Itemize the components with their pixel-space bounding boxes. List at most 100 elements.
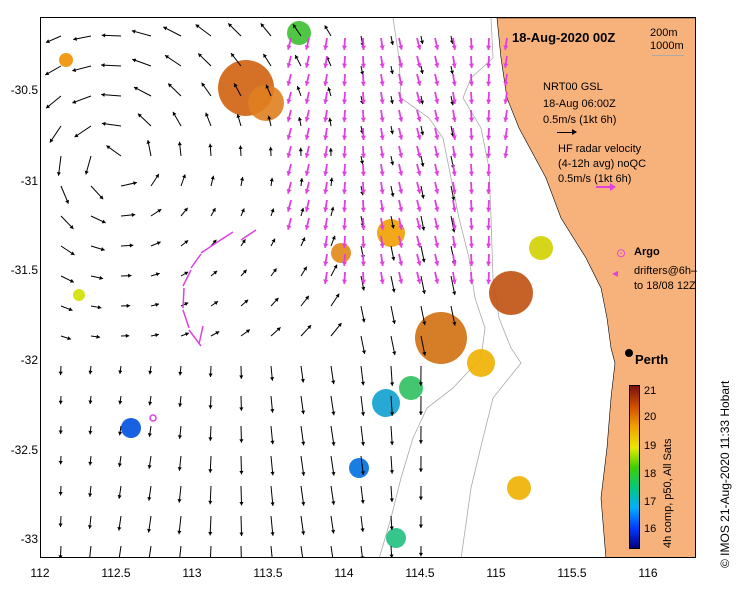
- gsl-arrow-head: [420, 162, 425, 167]
- sst-patch: [415, 312, 467, 364]
- gsl-legend-line2: 18-Aug 06:00Z: [543, 98, 616, 110]
- gsl-arrow-head: [301, 531, 306, 535]
- gsl-arrow-head: [330, 206, 335, 211]
- gsl-arrow-head: [58, 523, 63, 527]
- sst-patch: [386, 528, 406, 548]
- gsl-arrow-head: [305, 295, 309, 300]
- hf-arrow-head: [398, 242, 404, 248]
- gsl-arrow-head: [420, 194, 425, 199]
- gsl-arrow-head: [46, 104, 51, 109]
- hf-arrow-head: [379, 153, 385, 158]
- gsl-arrow-head: [133, 181, 137, 186]
- gsl-arrow-head: [213, 270, 218, 275]
- hf-scale-arrow: [596, 183, 616, 191]
- hf-arrow-head: [360, 99, 366, 104]
- hf-arrow-head: [360, 189, 366, 194]
- hf-arrow-head: [304, 224, 310, 230]
- hf-legend-line1: HF radar velocity: [558, 143, 642, 155]
- gsl-arrow-head: [390, 41, 395, 45]
- gsl-arrow-head: [268, 146, 273, 151]
- hf-arrow-head: [434, 134, 440, 140]
- drifter-legend-line2: to 18/08 12Z: [634, 280, 696, 292]
- gsl-arrow-head: [228, 23, 233, 28]
- gsl-arrow-head: [214, 301, 219, 305]
- gsl-arrow-head: [449, 70, 455, 75]
- hf-arrow-head: [503, 99, 509, 104]
- hf-arrow-head: [379, 45, 385, 50]
- gsl-arrow-head: [239, 375, 244, 379]
- hf-arrow-head: [486, 45, 492, 50]
- gsl-arrow-head: [301, 501, 306, 506]
- gsl-arrow-head: [148, 370, 153, 375]
- hf-arrow-head: [341, 171, 348, 176]
- gsl-arrow-head: [331, 442, 336, 446]
- gsl-arrow-head: [329, 177, 334, 182]
- gsl-arrow-head: [146, 140, 151, 144]
- x-tick: 113: [182, 566, 202, 580]
- gsl-arrow-head: [260, 23, 265, 28]
- gsl-arrow-head: [69, 225, 74, 229]
- gsl-arrow-head: [147, 465, 152, 469]
- map-canvas: [44, 18, 695, 557]
- drifter-track: [182, 229, 257, 347]
- hf-arrow-head: [451, 81, 457, 86]
- gsl-arrow-head: [101, 121, 106, 126]
- gsl-arrow-head: [241, 239, 246, 244]
- hf-arrow-head: [434, 62, 440, 68]
- hf-arrow-head: [286, 98, 292, 104]
- hf-arrow-head: [304, 206, 310, 212]
- colorbar-tick: 21: [644, 385, 657, 397]
- hf-arrow-head: [451, 117, 457, 122]
- gsl-arrow-head: [240, 177, 245, 181]
- hf-arrow-head: [416, 44, 422, 50]
- gsl-arrow-head: [452, 321, 457, 326]
- colorbar-tick: 20: [644, 411, 657, 423]
- gsl-arrow-head: [418, 552, 424, 557]
- hf-arrow-head: [286, 170, 292, 176]
- y-tick: -30.5: [10, 83, 38, 97]
- gsl-arrow-head: [208, 373, 213, 377]
- credit-text: © IMOS 21-Aug-2020 11:33 Hobart: [718, 380, 732, 568]
- gsl-arrow-head: [210, 175, 215, 180]
- gsl-arrow-head: [389, 441, 395, 446]
- colorbar-tick: 17: [644, 496, 657, 508]
- gsl-arrow-head: [177, 435, 183, 439]
- gsl-arrow-head: [184, 332, 189, 337]
- gsl-arrow: [300, 545, 304, 557]
- hf-arrow-head: [304, 44, 310, 50]
- gsl-arrow-head: [184, 302, 189, 306]
- gsl-arrow: [179, 545, 182, 557]
- temperature-colorbar: [629, 385, 640, 549]
- gsl-arrow-head: [360, 499, 365, 504]
- gsl-arrow-head: [297, 117, 302, 121]
- hf-arrow-head: [468, 207, 475, 212]
- gsl-arrow: [360, 545, 363, 557]
- x-tick: 116: [638, 566, 658, 580]
- depth-legend-line: [652, 55, 684, 56]
- hf-radar-arrows: [286, 37, 509, 285]
- gsl-arrow-head: [292, 24, 297, 29]
- hf-arrow-head: [416, 134, 422, 140]
- hf-arrow-head: [304, 80, 310, 86]
- hf-arrow-head: [304, 170, 310, 176]
- gsl-arrow-head: [307, 325, 312, 330]
- hf-arrow-head: [468, 153, 475, 158]
- gsl-arrow-head: [270, 208, 275, 213]
- hf-arrow-head: [416, 80, 422, 86]
- hf-arrow-head: [416, 278, 422, 284]
- hf-arrow-head: [434, 206, 440, 212]
- gsl-arrow-head: [391, 288, 396, 293]
- gsl-arrow-head: [361, 350, 366, 354]
- hf-arrow-head: [416, 224, 422, 230]
- hf-arrow-head: [451, 243, 457, 248]
- hf-arrow-head: [379, 189, 385, 194]
- hf-arrow-head: [323, 81, 329, 86]
- hf-arrow-head: [323, 117, 329, 122]
- hf-arrow-head: [486, 81, 492, 86]
- hf-arrow-head: [503, 135, 509, 140]
- hf-arrow-head: [468, 99, 475, 104]
- gsl-arrow-head: [208, 469, 213, 473]
- hf-arrow-head: [360, 153, 366, 158]
- gsl-arrow-head: [263, 53, 267, 58]
- hf-arrow-head: [468, 45, 475, 50]
